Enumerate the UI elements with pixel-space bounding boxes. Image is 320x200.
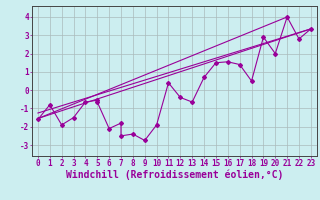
X-axis label: Windchill (Refroidissement éolien,°C): Windchill (Refroidissement éolien,°C) <box>66 169 283 180</box>
